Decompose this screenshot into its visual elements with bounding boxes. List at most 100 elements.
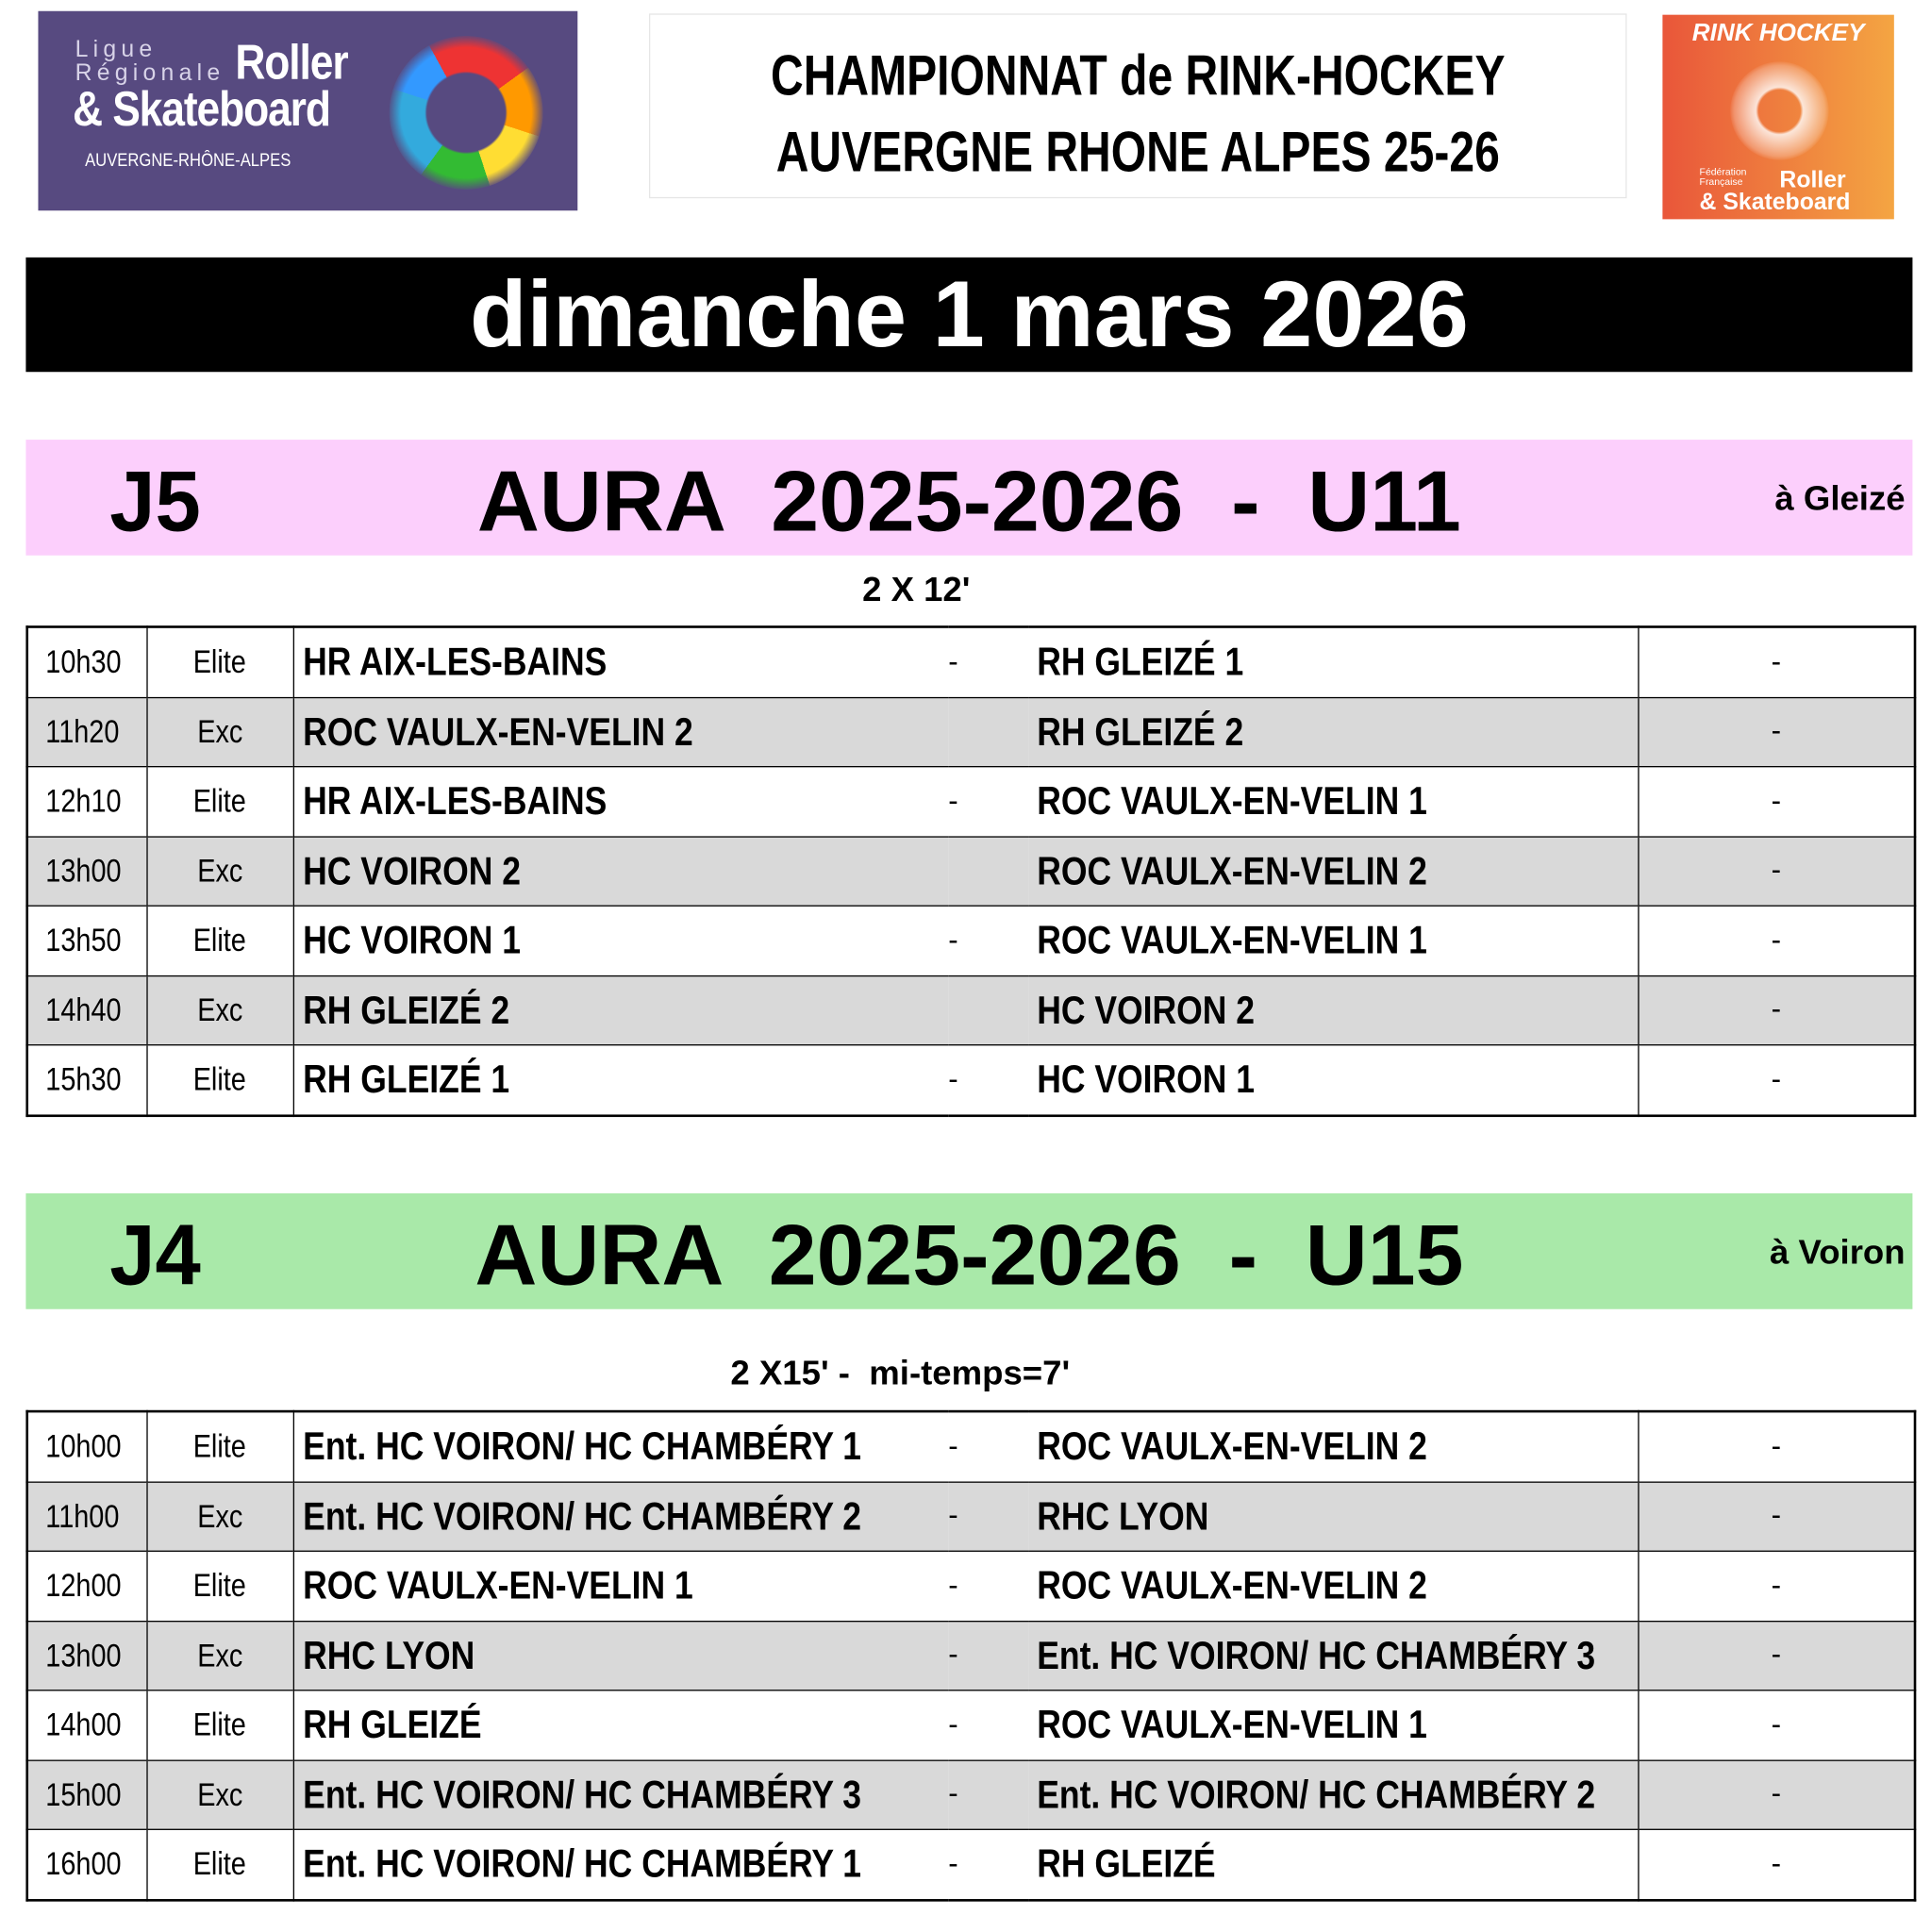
category-cell: Elite <box>146 766 294 837</box>
score: - <box>1771 1499 1782 1533</box>
score-cell: - <box>1637 1480 1916 1552</box>
away-team-cell: ROC VAULX-EN-VELIN 1 <box>1028 905 1639 975</box>
separator-cell <box>948 974 1029 1045</box>
category: Exc <box>196 1775 243 1813</box>
separator: - <box>948 784 958 818</box>
home-team-cell: HC VOIRON 2 <box>292 835 949 907</box>
match-time-cell: 11h00 <box>26 1480 148 1552</box>
venue: à Voiron <box>1770 1232 1906 1272</box>
category: Elite <box>192 1706 247 1743</box>
logo-text: & Skateboard <box>73 82 331 137</box>
match-row: 13h50 Elite HC VOIRON 1 - ROC VAULX-EN-VELIN… <box>26 905 1916 975</box>
home-team: RHC LYON <box>302 1632 474 1677</box>
home-team: Ent. HC VOIRON/ HC CHAMBÉRY 2 <box>302 1493 861 1539</box>
category-cell: Elite <box>146 1828 294 1900</box>
match-row: 12h10 Elite HR AIX-LES-BAINS - ROC VAULX-EN-… <box>26 766 1916 837</box>
round-label: J4 <box>109 1207 201 1304</box>
match-time: 10h00 <box>45 1427 122 1465</box>
section-header-u11: J5 AURA 2025-2026 - U11 à Gleizé <box>25 440 1913 556</box>
score-cell: - <box>1637 1044 1916 1116</box>
category-cell: Exc <box>146 1480 294 1552</box>
round-label: J5 <box>109 453 201 550</box>
away-team-cell: HC VOIRON 2 <box>1028 974 1639 1045</box>
match-time: 16h00 <box>45 1844 122 1883</box>
score-cell: - <box>1637 766 1916 837</box>
match-row: 16h00 Elite Ent. HC VOIRON/ HC CHAMBÉRY 1 -… <box>26 1828 1916 1900</box>
match-time: 12h00 <box>45 1566 122 1605</box>
away-team: ROC VAULX-EN-VELIN 2 <box>1037 848 1427 893</box>
ring-icon <box>1730 61 1829 160</box>
category: Elite <box>192 1060 247 1098</box>
match-row: 11h20 Exc ROC VAULX-EN-VELIN 2 RH GLEIZÉ 2 - <box>26 696 1916 767</box>
home-team: Ent. HC VOIRON/ HC CHAMBÉRY 3 <box>302 1772 861 1817</box>
separator-cell: - <box>948 625 1029 697</box>
away-team: ROC VAULX-EN-VELIN 1 <box>1037 1702 1427 1747</box>
away-team: RH GLEIZÉ <box>1037 1841 1216 1887</box>
logo-region: AUVERGNE-RHÔNE-ALPES <box>85 150 291 172</box>
separator-cell: - <box>948 1044 1029 1116</box>
logo-text: Ligue <box>75 37 158 63</box>
away-team-cell: Ent. HC VOIRON/ HC CHAMBÉRY 2 <box>1028 1758 1639 1830</box>
home-team-cell: RH GLEIZÉ <box>292 1690 949 1760</box>
score-cell: - <box>1637 905 1916 975</box>
category: Elite <box>192 1844 247 1883</box>
match-row: 15h00 Exc Ent. HC VOIRON/ HC CHAMBÉRY 3 - En… <box>26 1758 1916 1830</box>
separator-cell <box>948 696 1029 767</box>
home-team-cell: RH GLEIZÉ 2 <box>292 974 949 1045</box>
away-team: RH GLEIZÉ 1 <box>1037 639 1244 684</box>
score: - <box>1771 1638 1782 1672</box>
category-cell: Elite <box>146 1410 294 1482</box>
score-cell: - <box>1637 974 1916 1045</box>
separator-cell: - <box>948 1550 1029 1622</box>
match-format: 2 X15' - mi-temps=7' <box>730 1353 1071 1392</box>
home-team: HC VOIRON 1 <box>302 917 521 962</box>
score: - <box>1771 1429 1782 1463</box>
separator: - <box>948 1429 958 1463</box>
match-row: 12h00 Elite ROC VAULX-EN-VELIN 1 - ROC VAULX… <box>26 1550 1916 1622</box>
match-time-cell: 12h00 <box>26 1550 148 1622</box>
home-team: HR AIX-LES-BAINS <box>302 639 607 684</box>
away-team-cell: ROC VAULX-EN-VELIN 2 <box>1028 835 1639 907</box>
category-cell: Exc <box>146 1758 294 1830</box>
home-team-cell: HR AIX-LES-BAINS <box>292 766 949 837</box>
score: - <box>1771 854 1782 888</box>
home-team: Ent. HC VOIRON/ HC CHAMBÉRY 1 <box>302 1841 861 1887</box>
category: Elite <box>192 782 247 820</box>
away-team: ROC VAULX-EN-VELIN 2 <box>1037 1424 1427 1469</box>
category-cell: Exc <box>146 974 294 1045</box>
score-cell: - <box>1637 835 1916 907</box>
match-time: 10h30 <box>45 642 122 680</box>
ligue-logo: Ligue Régionale Roller & Skateboard AUVER… <box>38 10 578 211</box>
away-team-cell: RH GLEIZÉ <box>1028 1828 1639 1900</box>
separator-cell: - <box>948 1480 1029 1552</box>
separator: - <box>948 1777 958 1811</box>
separator: - <box>948 1846 958 1881</box>
score: - <box>1771 714 1782 748</box>
away-team-cell: ROC VAULX-EN-VELIN 2 <box>1028 1550 1639 1622</box>
section-title: AURA 2025-2026 - U11 <box>476 453 1461 550</box>
date-banner: dimanche 1 mars 2026 <box>25 257 1913 373</box>
separator: - <box>948 923 958 958</box>
match-time: 14h40 <box>45 991 122 1028</box>
logo-text: Régionale <box>75 59 225 87</box>
logo-text: & Skateboard <box>1699 190 1851 216</box>
separator-cell <box>948 835 1029 907</box>
score-cell: - <box>1637 625 1916 697</box>
away-team-cell: RH GLEIZÉ 2 <box>1028 696 1639 767</box>
away-team: RH GLEIZÉ 2 <box>1037 708 1244 754</box>
match-time-cell: 14h40 <box>26 974 148 1045</box>
category-cell: Elite <box>146 1690 294 1760</box>
away-team: ROC VAULX-EN-VELIN 1 <box>1037 917 1427 962</box>
separator: - <box>948 1499 958 1533</box>
logo-text: Roller <box>1779 167 1846 193</box>
home-team: HC VOIRON 2 <box>302 848 521 893</box>
score-cell: - <box>1637 1620 1916 1690</box>
home-team-cell: Ent. HC VOIRON/ HC CHAMBÉRY 1 <box>292 1828 949 1900</box>
score: - <box>1771 1707 1782 1741</box>
separator-cell: - <box>948 1410 1029 1482</box>
match-time-cell: 15h30 <box>26 1044 148 1116</box>
match-format: 2 X 12' <box>862 570 971 608</box>
home-team-cell: HR AIX-LES-BAINS <box>292 625 949 697</box>
separator: - <box>948 1568 958 1603</box>
